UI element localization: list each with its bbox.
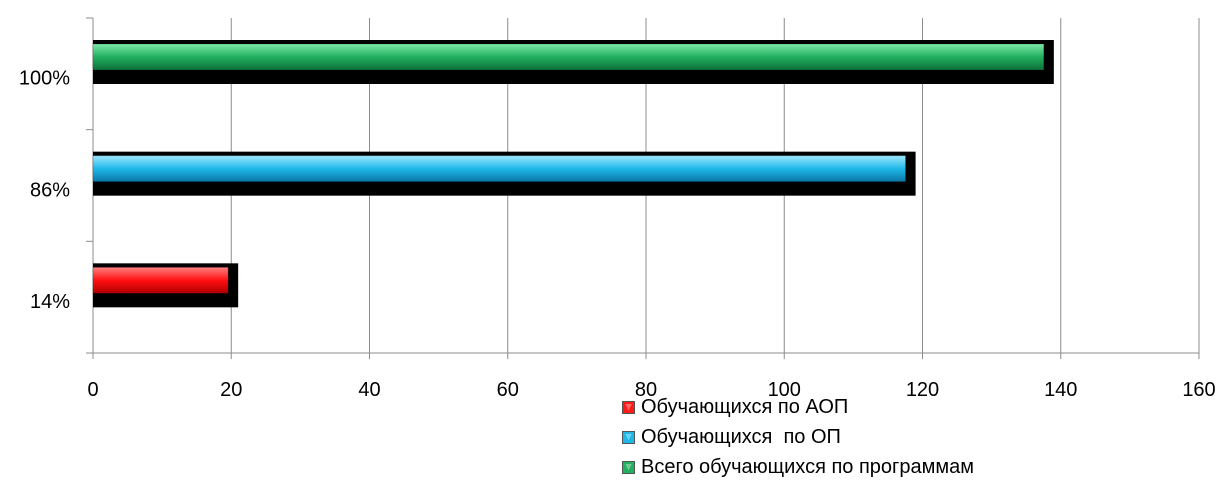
x-tick-label: 40 <box>358 379 380 401</box>
legend-label-total: Всего обучающихся по программам <box>641 455 974 478</box>
bar <box>92 266 229 294</box>
y-tick-label: 14% <box>30 291 70 313</box>
legend-item-op: Обучающихся по ОП <box>622 422 974 452</box>
legend-swatch-aop <box>622 400 635 414</box>
legend: Обучающихся по АОП Обучающихся по ОП Все… <box>622 392 974 482</box>
legend-label-aop: Обучающихся по АОП <box>641 395 849 418</box>
y-tick-label: 86% <box>30 179 70 201</box>
x-tick-label: 20 <box>220 379 242 401</box>
x-tick-label: 100 <box>768 379 801 401</box>
x-tick-label: 80 <box>635 379 657 401</box>
x-tick-label: 140 <box>1044 379 1077 401</box>
x-tick-label: 0 <box>87 379 98 401</box>
legend-label-op: Обучающихся по ОП <box>641 425 841 448</box>
legend-swatch-total <box>622 460 635 474</box>
bar <box>92 43 1045 71</box>
legend-item-total: Всего обучающихся по программам <box>622 452 974 482</box>
bar <box>92 155 907 183</box>
x-tick-label: 160 <box>1182 379 1215 401</box>
y-tick-label: 100% <box>19 68 70 90</box>
legend-swatch-op <box>622 430 635 444</box>
legend-item-aop: Обучающихся по АОП <box>622 392 974 422</box>
x-tick-label: 120 <box>906 379 939 401</box>
x-tick-label: 60 <box>497 379 519 401</box>
